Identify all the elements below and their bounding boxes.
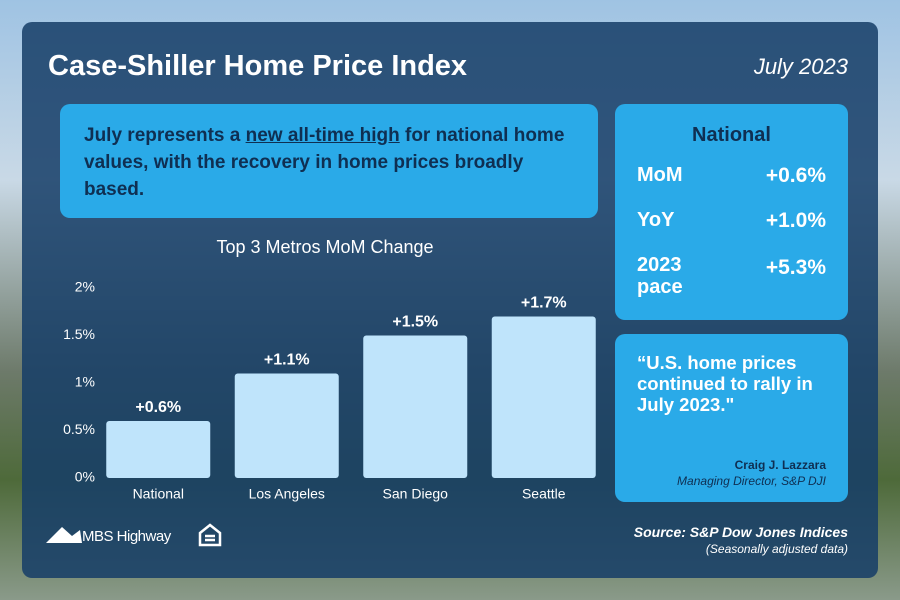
bar bbox=[363, 335, 468, 478]
date: July 2023 bbox=[753, 54, 848, 79]
text: July represents a bbox=[84, 125, 246, 146]
y-tick-label: 0% bbox=[75, 469, 95, 485]
value-label: +1.1% bbox=[264, 352, 310, 369]
author: Craig J. Lazzara bbox=[734, 458, 826, 472]
y-tick-label: 0.5% bbox=[63, 421, 95, 437]
bar bbox=[106, 421, 211, 478]
row-label: MoM bbox=[637, 164, 683, 186]
row-label: 2023 pace bbox=[637, 254, 683, 298]
value-label: +0.6% bbox=[135, 399, 181, 416]
quote-panel: “U.S. home prices continued to rally in … bbox=[615, 334, 848, 502]
brand: MBS Highway bbox=[82, 528, 171, 545]
x-tick-label: San Diego bbox=[383, 486, 449, 502]
y-tick-label: 1.5% bbox=[63, 326, 95, 342]
y-tick-label: 2% bbox=[75, 279, 95, 295]
x-tick-label: National bbox=[133, 486, 184, 502]
source: Source: S&P Dow Jones Indices bbox=[633, 524, 848, 540]
x-tick-label: Los Angeles bbox=[249, 486, 325, 502]
highlight: new all-time high bbox=[245, 125, 400, 146]
x-tick-label: Seattle bbox=[522, 486, 566, 502]
row-value: +5.3% bbox=[765, 256, 826, 279]
note: (Seasonally adjusted data) bbox=[705, 542, 848, 556]
value-label: +1.7% bbox=[521, 295, 567, 312]
chart-title: Top 3 Metros MoM Change bbox=[216, 237, 433, 257]
text: for national home values, with the recov… bbox=[84, 125, 565, 200]
quote: “U.S. home prices continued to rally in … bbox=[637, 352, 813, 415]
callout-text: July represents a new all-time high for … bbox=[84, 122, 574, 203]
logo-icon bbox=[46, 527, 82, 543]
panel-title: National bbox=[692, 124, 771, 146]
title: Case-Shiller Home Price Index bbox=[48, 50, 468, 82]
bar bbox=[491, 316, 596, 478]
y-tick-label: 1% bbox=[75, 374, 95, 390]
role: Managing Director, S&P DJI bbox=[677, 474, 826, 488]
row-label: YoY bbox=[637, 209, 675, 231]
callout: July represents a new all-time high for … bbox=[60, 104, 598, 218]
housing-icon bbox=[198, 523, 222, 547]
row-value: +1.0% bbox=[765, 209, 826, 232]
row-value: +0.6% bbox=[765, 164, 826, 187]
national-panel: National MoM +0.6% YoY +1.0% 2023 pace +5.3% bbox=[615, 104, 848, 320]
bar bbox=[234, 373, 339, 478]
value-label: +1.5% bbox=[392, 314, 438, 331]
